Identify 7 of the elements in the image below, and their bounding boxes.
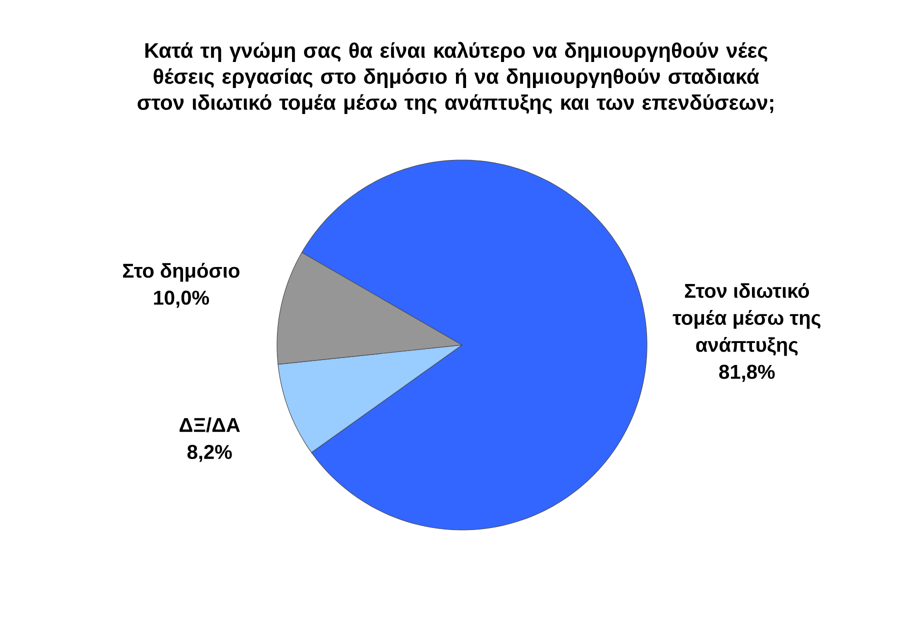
chart-title: Κατά τη γνώμη σας θα είναι καλύτερο να δημιουργηθούν νέες θέσεις εργασίας στο δημόσιο ή να δημιουργηθούν σταδιακά στον ιδιωτικό τομέα μέσω της ανάπτυξης και των επενδύσεων; <box>138 42 774 114</box>
slice-label: ΔΞ/ΔΑ <box>180 417 240 432</box>
data-label: 8,2% <box>187 444 232 462</box>
slice-label: Στον ιδιωτικό τομέα μέσω της ανάπτυξης <box>672 283 820 356</box>
slice-label: Στο δημόσιο <box>123 262 240 282</box>
data-label: 81,8% <box>719 364 775 382</box>
data-label: 10,0% <box>154 290 209 308</box>
